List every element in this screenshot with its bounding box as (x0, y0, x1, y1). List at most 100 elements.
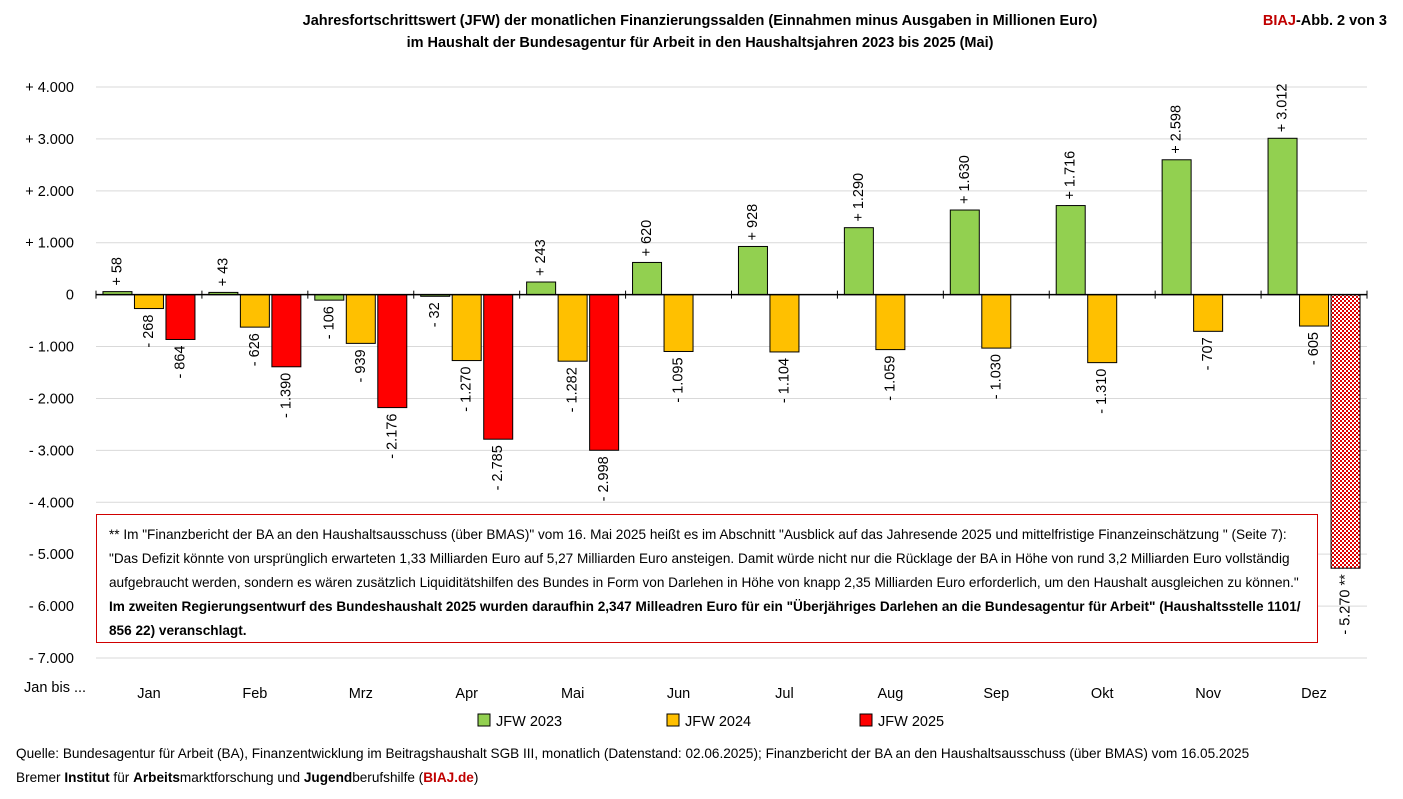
bar-jfw-2024-nov (1193, 294, 1224, 332)
y-tick-label: + 2.000 (25, 184, 74, 200)
data-label: - 1.030 (988, 354, 1004, 399)
data-label: - 626 (247, 333, 263, 366)
data-label: - 1.095 (671, 357, 687, 402)
bar-jfw-2025-dez (1330, 294, 1361, 569)
data-label: + 2.598 (1169, 105, 1185, 154)
legend-item: JFW 2025 (859, 713, 944, 730)
data-label: + 1.290 (851, 173, 867, 222)
data-label: - 939 (353, 349, 369, 382)
data-label: - 1.104 (776, 358, 792, 403)
bar-jfw-2025-mrz (377, 294, 408, 409)
bar-jfw-2023-dez (1267, 137, 1298, 296)
data-label: + 1.630 (957, 155, 973, 204)
badge-label: -Abb. 2 von 3 (1295, 13, 1387, 29)
x-tick-label: Dez (1301, 686, 1327, 702)
data-label: - 106 (321, 306, 337, 339)
data-label: - 1.390 (278, 373, 294, 418)
x-tick-label: Okt (1091, 686, 1114, 702)
bar-jfw-2025-jan (165, 294, 196, 340)
zero-axis (95, 290, 1368, 299)
bar-jfw-2024-sep (981, 294, 1012, 349)
bar-jfw-2024-feb (239, 294, 270, 328)
x-tick-label: Jan (137, 686, 160, 702)
bar-jfw-2023-okt (1055, 205, 1086, 296)
x-tick-label: Aug (877, 686, 903, 702)
y-tick-label: - 2.000 (29, 391, 74, 407)
x-axis-title: Jan bis ... (24, 680, 86, 696)
data-label: - 5.270 ** (1338, 574, 1354, 635)
x-tick-label: Jul (775, 686, 794, 702)
y-tick-label: 0 (66, 288, 74, 304)
bars (102, 137, 1361, 569)
badge-brand: BIAJ (1262, 13, 1296, 29)
data-label: + 1.716 (1063, 151, 1079, 200)
bar-jfw-2024-aug (875, 294, 906, 351)
credit-part: Arbeits (133, 770, 180, 785)
bar-jfw-2025-feb (271, 294, 302, 368)
credit-link[interactable]: BIAJ.de (423, 770, 474, 785)
data-label: + 928 (745, 204, 761, 241)
credit-part: Institut (64, 770, 110, 785)
bar-jfw-2024-okt (1087, 294, 1118, 364)
y-tick-label: + 3.000 (25, 132, 74, 148)
data-label: + 43 (215, 258, 231, 287)
data-label: - 707 (1200, 337, 1216, 370)
y-axis-tick-labels: + 4.000 + 3.000 + 2.000 + 1.000 0 - 1.000 - 2.… (25, 80, 74, 667)
y-tick-label: - 6.000 (29, 599, 74, 615)
chart-title-line-2: im Haushalt der Bundesagentur für Arbeit… (406, 35, 994, 51)
data-label: + 620 (639, 220, 655, 257)
data-label: - 2.998 (596, 456, 612, 501)
y-tick-label: - 4.000 (29, 495, 74, 511)
y-tick-label: - 5.000 (29, 547, 74, 563)
legend-label: JFW 2024 (685, 714, 751, 730)
bar-jfw-2024-jun (663, 294, 694, 352)
credit-line: Bremer Institut für Arbeitsmarktforschun… (16, 768, 478, 788)
bar-jfw-2023-jun (632, 261, 663, 296)
bar-jfw-2024-jul (769, 294, 800, 353)
chart-title-line-1: Jahresfortschrittswert (JFW) der monatli… (302, 13, 1098, 29)
data-label: - 268 (141, 315, 157, 348)
data-label: - 1.059 (882, 356, 898, 401)
x-tick-label: Mrz (349, 686, 373, 702)
legend: JFW 2023 JFW 2024 JFW 2025 (477, 713, 944, 730)
data-label: - 1.270 (459, 367, 475, 412)
bar-jfw-2024-apr (451, 294, 482, 362)
data-label: + 243 (533, 239, 549, 276)
data-label: + 58 (109, 257, 125, 286)
data-label: - 1.310 (1094, 369, 1110, 414)
legend-label: JFW 2025 (878, 714, 944, 730)
credit-part: für (109, 770, 134, 785)
bar-jfw-2023-sep (949, 209, 980, 296)
credit-part: Jugend (303, 770, 353, 785)
legend-label: JFW 2023 (496, 714, 562, 730)
y-tick-label: - 1.000 (29, 340, 74, 356)
bar-jfw-2024-mrz (345, 294, 376, 344)
figure-badge: BIAJ-Abb. 2 von 3 (1263, 10, 1387, 32)
x-tick-label: Jun (667, 686, 690, 702)
data-label: - 2.176 (384, 414, 400, 459)
x-axis-tick-labels: Jan bis ... Jan Feb Mrz Apr Mai Jun Jul Aug Sep Ok… (24, 680, 1327, 702)
bar-jfw-2024-jan (133, 294, 164, 310)
bar-jfw-2025-apr (483, 294, 514, 440)
x-tick-label: Feb (242, 686, 267, 702)
x-tick-label: Mai (561, 686, 584, 702)
y-tick-label: + 4.000 (25, 80, 74, 96)
y-tick-label: - 7.000 (29, 651, 74, 667)
source-line: Quelle: Bundesagentur für Arbeit (BA), F… (16, 746, 1250, 761)
credit-part: berufshilfe ( (352, 770, 424, 785)
y-tick-label: - 3.000 (29, 443, 74, 459)
y-tick-label: + 1.000 (25, 236, 74, 252)
credit-part: Bremer (16, 770, 65, 785)
bar-jfw-2024-mai (557, 294, 588, 362)
credit-part: ) (473, 770, 479, 785)
legend-item: JFW 2024 (666, 713, 751, 730)
credit-part: marktforschung und (179, 770, 304, 785)
bar-jfw-2023-nov (1161, 159, 1192, 296)
data-label: - 605 (1306, 332, 1322, 365)
bar-jfw-2024-dez (1299, 294, 1330, 327)
data-label: - 32 (427, 302, 443, 327)
annotation-text: ** Im "Finanzbericht der BA an den Haush… (109, 527, 1299, 590)
annotation-box: ** Im "Finanzbericht der BA an den Haush… (96, 514, 1318, 643)
bar-jfw-2023-mrz (314, 294, 345, 301)
